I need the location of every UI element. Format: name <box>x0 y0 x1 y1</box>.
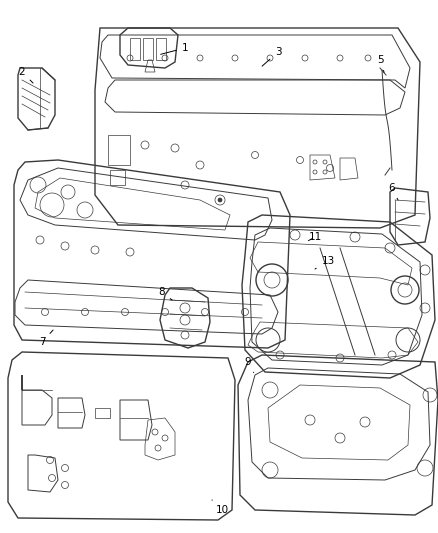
Circle shape <box>218 198 222 202</box>
Text: 11: 11 <box>308 232 321 242</box>
Text: 1: 1 <box>161 43 188 54</box>
Text: 8: 8 <box>159 287 172 300</box>
Text: 10: 10 <box>212 500 229 515</box>
Text: 5: 5 <box>377 55 384 72</box>
Text: 9: 9 <box>245 357 254 373</box>
Text: 6: 6 <box>389 183 398 200</box>
Text: 3: 3 <box>262 47 281 66</box>
Text: 13: 13 <box>315 256 335 269</box>
Text: 7: 7 <box>39 330 53 347</box>
Text: 2: 2 <box>19 67 33 83</box>
